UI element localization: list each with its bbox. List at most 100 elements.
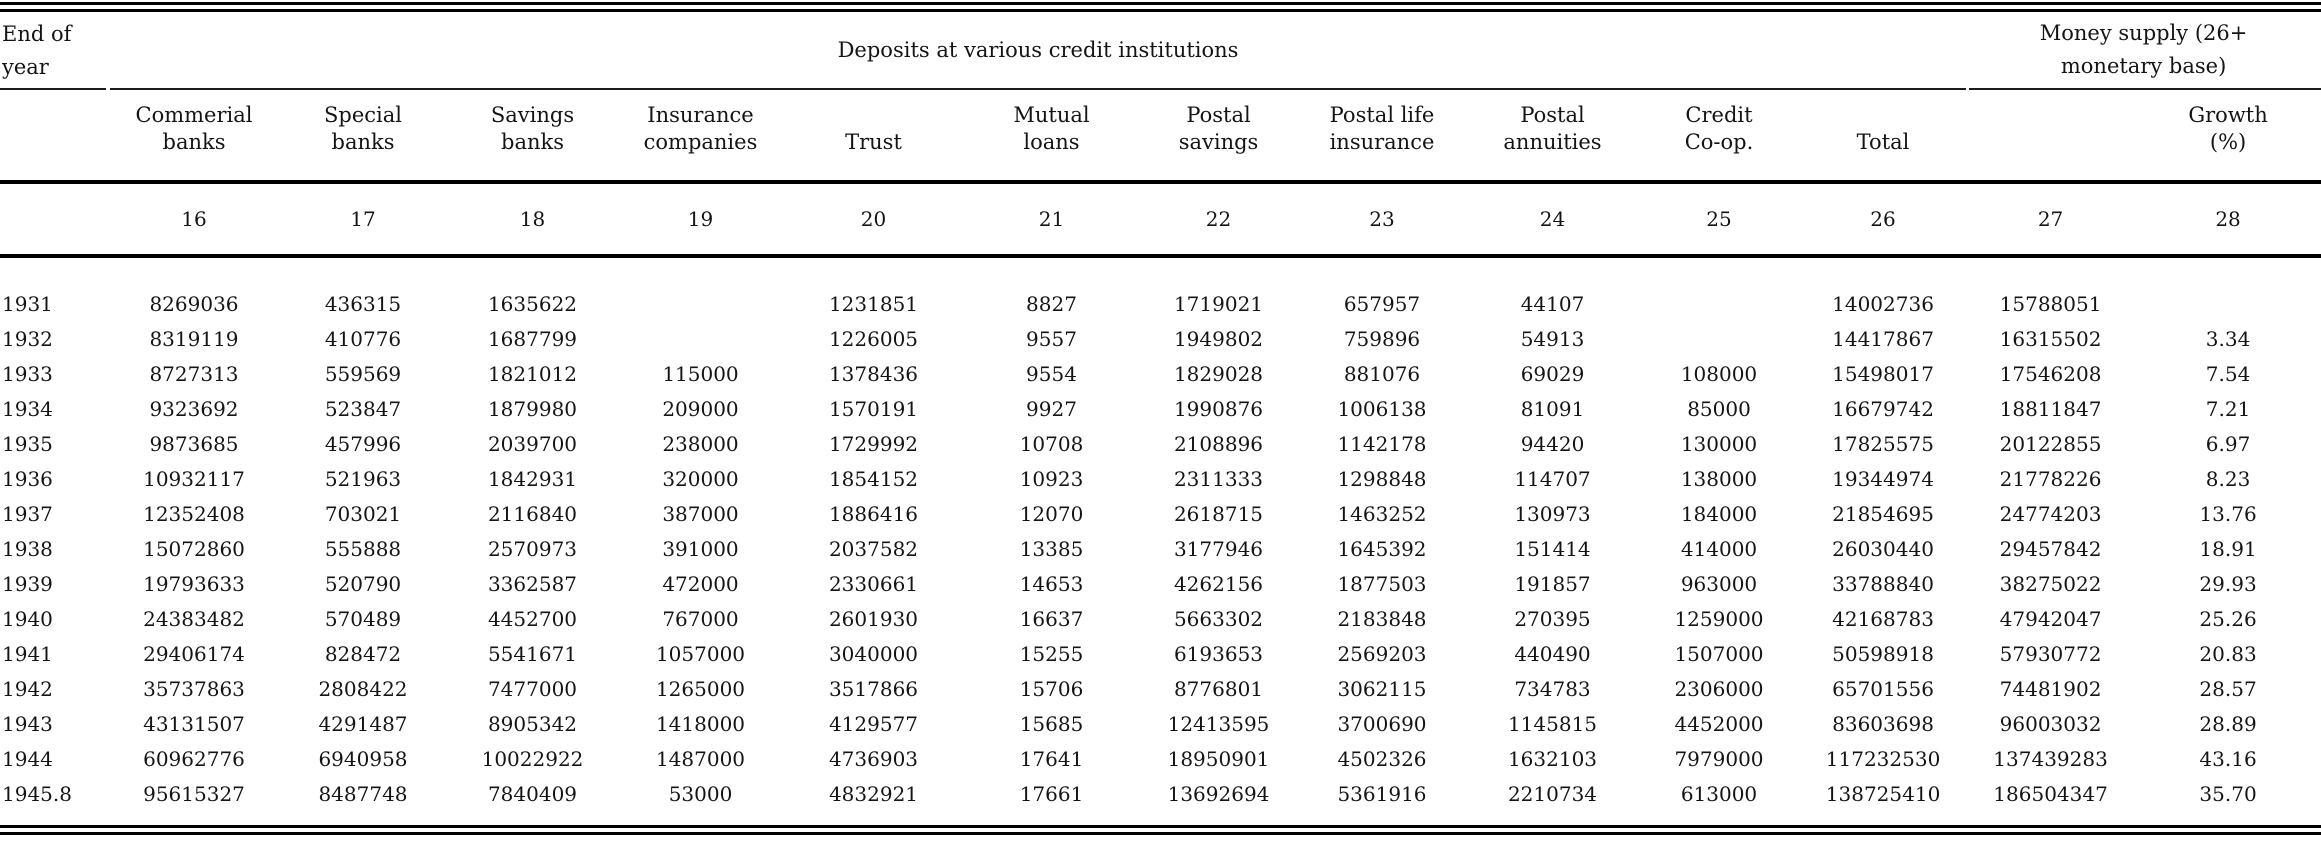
year-cell: 1935: [2, 431, 53, 456]
column-header-line2: loans: [1023, 130, 1080, 154]
top-double-rule: [0, 2, 2321, 12]
value-cell: [617, 286, 784, 321]
year-cell: 1931: [2, 291, 53, 316]
value-cell: 5541671: [487, 641, 578, 666]
column-header-line1: Growth: [2188, 103, 2268, 127]
value-cell: 9873685: [149, 431, 239, 456]
value-cell: 35.70: [2199, 781, 2257, 806]
value-cell: 238000: [662, 431, 739, 456]
value-cell: 13.76: [2199, 501, 2257, 526]
column-header: Postal annuities: [1467, 90, 1638, 180]
value-cell: 1829028: [1173, 361, 1264, 386]
value-cell: 17661: [1019, 781, 1084, 806]
value-cell: 759896: [1343, 326, 1421, 351]
value-cell: 2039700: [487, 431, 578, 456]
value-cell: [617, 321, 784, 356]
column-header-line2: Total: [1856, 130, 1910, 154]
column-number: 27: [2037, 207, 2064, 231]
value-cell: 29457842: [1999, 536, 2102, 561]
column-header: Insurance companies: [617, 90, 784, 180]
column-number: 18: [519, 207, 546, 231]
year-cell: 1943: [2, 711, 53, 736]
value-cell: 520790: [324, 571, 402, 596]
column-header: Savings banks: [448, 90, 617, 180]
column-header-line2: insurance: [1329, 130, 1435, 154]
value-cell: 570489: [324, 606, 402, 631]
column-header: Postal life insurance: [1297, 90, 1467, 180]
spacer-row: [0, 258, 2321, 286]
value-cell: 17825575: [1832, 431, 1934, 456]
value-cell: 3517866: [828, 676, 919, 701]
column-number: 20: [860, 207, 887, 231]
value-cell: 1821012: [487, 361, 578, 386]
heavy-rule-row: [0, 180, 2321, 184]
value-cell: 8827: [1026, 291, 1077, 316]
value-cell: 613000: [1680, 781, 1758, 806]
column-number: 23: [1369, 207, 1395, 231]
value-cell: 391000: [662, 536, 739, 561]
value-cell: 191857: [1514, 571, 1591, 596]
value-cell: 414000: [1680, 536, 1758, 561]
value-cell: 14417867: [1832, 326, 1934, 351]
value-cell: 24774203: [1999, 501, 2102, 526]
value-cell: 2601930: [828, 606, 919, 631]
column-number: 19: [687, 207, 714, 231]
value-cell: 2569203: [1337, 641, 1427, 666]
column-header-line1: Postal: [1186, 103, 1251, 127]
column-header: Commerial banks: [110, 90, 278, 180]
value-cell: 20.83: [2199, 641, 2257, 666]
value-cell: 4262156: [1173, 571, 1264, 596]
value-cell: 1635622: [487, 291, 578, 316]
value-cell: 1265000: [655, 676, 746, 701]
value-cell: 1145815: [1507, 711, 1598, 736]
column-header-line2: Co-op.: [1684, 130, 1754, 154]
year-cell: 1941: [2, 641, 53, 666]
value-cell: 43.16: [2199, 746, 2257, 771]
value-cell: 4452700: [487, 606, 578, 631]
value-cell: 1142178: [1337, 431, 1427, 456]
value-cell: 4832921: [828, 781, 919, 806]
column-header: Growth (%): [2135, 90, 2321, 180]
table-row: 1945.8 95615327 8487748 7840409 53000 4832921…: [0, 776, 2321, 811]
value-cell: 1006138: [1337, 396, 1427, 421]
value-cell: 3.34: [2205, 326, 2251, 351]
column-number: 26: [1870, 207, 1896, 231]
value-cell: 50598918: [1832, 641, 1934, 666]
value-cell: 38275022: [1999, 571, 2102, 596]
deposits-money-supply-table: End of year Deposits at various credit i…: [0, 12, 2321, 825]
value-cell: 117232530: [1825, 746, 1941, 771]
column-header-line1: Postal life: [1329, 103, 1435, 127]
value-cell: 16679742: [1832, 396, 1934, 421]
year-cell: 1933: [2, 361, 53, 386]
value-cell: 15685: [1019, 711, 1084, 736]
end-of-year-line1: End of: [2, 22, 72, 46]
value-cell: 9557: [1026, 326, 1077, 351]
value-cell: 7840409: [487, 781, 578, 806]
value-cell: 115000: [662, 361, 739, 386]
value-cell: 15255: [1019, 641, 1084, 666]
value-cell: 8487748: [318, 781, 408, 806]
value-cell: 3362587: [487, 571, 578, 596]
value-cell: 2183848: [1337, 606, 1427, 631]
value-cell: 657957: [1343, 291, 1421, 316]
value-cell: 4736903: [828, 746, 919, 771]
value-cell: 14653: [1019, 571, 1084, 596]
value-cell: 16637: [1019, 606, 1084, 631]
value-cell: 18.91: [2199, 536, 2257, 561]
value-cell: 21778226: [1999, 466, 2102, 491]
value-cell: 8269036: [149, 291, 239, 316]
value-cell: 14002736: [1832, 291, 1934, 316]
value-cell: 5361916: [1337, 781, 1427, 806]
table-row: 1943 43131507 4291487 8905342 1418000 4129577…: [0, 706, 2321, 741]
value-cell: 1418000: [655, 711, 746, 736]
column-number: 28: [2215, 207, 2241, 231]
value-cell: 81091: [1520, 396, 1585, 421]
value-cell: 3700690: [1337, 711, 1427, 736]
column-header-line1: Savings: [490, 103, 575, 127]
value-cell: 9554: [1026, 361, 1077, 386]
value-cell: 151414: [1514, 536, 1591, 561]
value-cell: 7979000: [1674, 746, 1764, 771]
value-cell: 555888: [324, 536, 402, 561]
value-cell: 2037582: [828, 536, 919, 561]
value-cell: 1645392: [1337, 536, 1427, 561]
